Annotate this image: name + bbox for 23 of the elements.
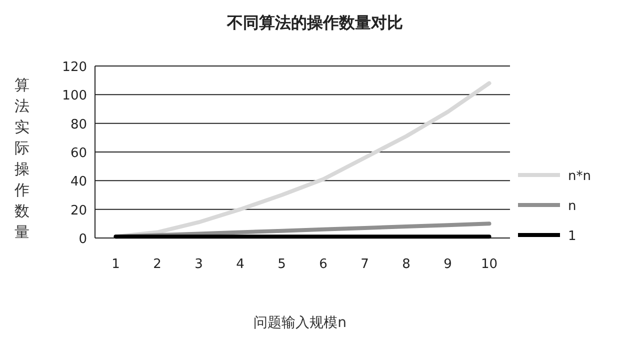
y-tick-label: 20 [70, 203, 87, 218]
y-tick-label: 80 [70, 117, 87, 132]
x-tick-label: 2 [153, 257, 162, 272]
y-tick-label: 0 [78, 232, 87, 247]
x-tick-label: 6 [319, 257, 328, 272]
x-tick-label: 7 [360, 257, 369, 272]
x-tick-label: 4 [236, 257, 244, 272]
x-tick-label: 3 [194, 257, 203, 272]
x-tick-label: 8 [402, 257, 410, 272]
x-tick-label: 5 [278, 257, 286, 272]
x-tick-label: 10 [480, 257, 498, 272]
y-tick-label: 120 [62, 60, 87, 75]
legend-label: n*n [568, 169, 591, 184]
chart-title: 不同算法的操作数量对比 [226, 13, 403, 32]
y-tick-label: 100 [62, 88, 87, 104]
y-tick-label: 60 [70, 146, 87, 161]
legend-label: 1 [568, 229, 576, 244]
x-tick-label: 9 [444, 257, 452, 272]
x-axis-title: 问题输入规模n [254, 315, 346, 331]
y-tick-label: 40 [70, 174, 87, 190]
y-axis-title: 算法实际操作数量 [14, 76, 30, 241]
x-tick-label: 1 [112, 257, 120, 272]
legend-label: n [568, 199, 576, 214]
